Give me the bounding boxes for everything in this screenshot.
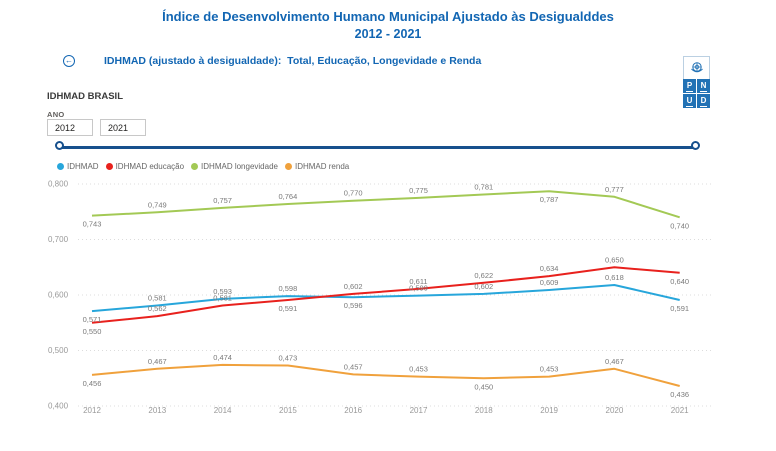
data-label-idhmad: 0,571	[83, 315, 102, 324]
data-label-idhmad: 0,591	[670, 304, 689, 313]
y-axis-tick-label: 0,600	[48, 291, 69, 300]
y-axis-tick-label: 0,400	[48, 402, 69, 411]
pnud-letter-n: N	[697, 79, 710, 93]
data-label-idhmad-longevidade: 0,757	[213, 196, 232, 205]
pnud-letter-p: P	[683, 79, 696, 93]
data-label-idhmad-longevidade: 0,764	[279, 192, 298, 201]
data-label-idhmad: 0,609	[540, 278, 559, 287]
subheader-text: IDHMAD (ajustado à desigualdade): Total,…	[104, 55, 482, 67]
legend-label: IDHMAD educação	[115, 162, 185, 171]
y-axis-tick-label: 0,700	[48, 235, 69, 244]
data-label-idhmad-renda: 0,467	[605, 357, 624, 366]
legend-item-idhmad-renda[interactable]: IDHMAD renda	[284, 162, 350, 171]
legend-dot-icon	[105, 163, 113, 170]
pnud-letter-u: U	[683, 94, 696, 108]
page-title-line1: Índice de Desenvolvimento Humano Municip…	[162, 9, 614, 24]
data-label-idhmad-educação: 0,640	[670, 277, 689, 286]
data-label-idhmad-educação: 0,611	[409, 277, 427, 286]
data-label-idhmad-longevidade: 0,770	[344, 189, 363, 198]
data-label-idhmad-longevidade: 0,777	[605, 185, 624, 194]
legend-label: IDHMAD	[67, 162, 99, 171]
line-series-idhmad-educação[interactable]	[91, 266, 680, 324]
legend-dot-icon	[57, 163, 64, 170]
data-label-idhmad-educação: 0,581	[213, 294, 232, 303]
x-axis-tick-label: 2014	[214, 406, 232, 415]
x-axis-tick-label: 2012	[83, 406, 101, 415]
x-axis-tick-label: 2019	[540, 406, 558, 415]
legend-item-idhmad-educação[interactable]: IDHMAD educação	[105, 162, 185, 171]
pnud-logo: P N U D	[683, 56, 710, 108]
legend-item-idhmad-longevidade[interactable]: IDHMAD longevidade	[191, 162, 278, 171]
data-label-idhmad-renda: 0,457	[344, 362, 363, 371]
year-range-slider[interactable]	[60, 146, 697, 149]
legend-item-idhmad[interactable]: IDHMAD	[57, 162, 99, 171]
data-label-idhmad: 0,596	[344, 301, 363, 310]
data-label-idhmad-educação: 0,650	[605, 255, 624, 264]
data-label-idhmad-renda: 0,450	[474, 382, 493, 391]
data-label-idhmad: 0,618	[605, 273, 624, 282]
x-axis-tick-label: 2013	[148, 406, 166, 415]
x-axis-tick-label: 2016	[344, 406, 362, 415]
pnud-letter-d: D	[697, 94, 710, 108]
back-arrow-icon: ←	[65, 56, 73, 65]
data-label-idhmad-educação: 0,591	[279, 304, 298, 313]
data-label-idhmad-renda: 0,474	[213, 353, 232, 362]
back-button[interactable]: ←	[63, 55, 75, 67]
y-axis-tick-label: 0,500	[48, 346, 69, 355]
data-label-idhmad-renda: 0,456	[83, 379, 102, 388]
data-label-idhmad: 0,593	[213, 287, 232, 296]
year-slicer-label: ANO	[47, 110, 65, 119]
slider-handle-left[interactable]	[55, 141, 64, 150]
year-from-input[interactable]	[47, 119, 93, 136]
legend-dot-icon	[191, 163, 199, 170]
data-label-idhmad-renda: 0,473	[279, 353, 298, 362]
data-label-idhmad-renda: 0,453	[409, 365, 428, 374]
data-label-idhmad: 0,581	[148, 294, 167, 303]
legend-label: IDHMAD longevidade	[201, 162, 278, 171]
pnud-letters: P N U D	[683, 79, 710, 108]
data-label-idhmad: 0,598	[279, 284, 298, 293]
y-axis-tick-label: 0,800	[48, 180, 69, 189]
legend-dot-icon	[284, 163, 292, 170]
x-axis-tick-label: 2017	[410, 406, 428, 415]
line-series-idhmad[interactable]	[91, 284, 680, 313]
data-label-idhmad-educação: 0,550	[83, 327, 102, 336]
data-label-idhmad-longevidade: 0,781	[474, 183, 493, 192]
page-title-line2: 2012 - 2021	[354, 27, 422, 41]
x-axis-tick-label: 2020	[606, 406, 624, 415]
page-title: Índice de Desenvolvimento Humano Municip…	[0, 9, 776, 41]
x-axis-tick-label: 2018	[475, 406, 493, 415]
un-emblem-icon	[683, 56, 710, 79]
data-label-idhmad-longevidade: 0,749	[148, 200, 167, 209]
chart-legend: IDHMAD IDHMAD educação IDHMAD longevidade I…	[57, 162, 356, 171]
data-label-idhmad-educação: 0,634	[540, 264, 559, 273]
data-label-idhmad-educação: 0,602	[344, 282, 363, 291]
data-label-idhmad-longevidade: 0,775	[409, 186, 428, 195]
data-label-idhmad-longevidade: 0,740	[670, 221, 689, 230]
data-label-idhmad-longevidade: 0,743	[83, 220, 102, 229]
data-label-idhmad-renda: 0,436	[670, 390, 689, 399]
data-label-idhmad-educação: 0,622	[474, 271, 493, 280]
visual-title: IDHMAD BRASIL	[47, 91, 123, 102]
data-label-idhmad-longevidade: 0,787	[540, 195, 559, 204]
data-label-idhmad-educação: 0,562	[148, 304, 167, 313]
slider-handle-right[interactable]	[691, 141, 700, 150]
line-series-idhmad-renda[interactable]	[91, 363, 680, 387]
x-axis-tick-label: 2015	[279, 406, 297, 415]
subheader: ← IDHMAD (ajustado à desigualdade): Tota…	[63, 55, 481, 67]
data-label-idhmad-renda: 0,467	[148, 357, 167, 366]
legend-label: IDHMAD renda	[294, 162, 350, 171]
data-label-idhmad: 0,599	[409, 284, 428, 293]
year-to-input[interactable]	[100, 119, 146, 136]
x-axis-tick-label: 2021	[671, 406, 689, 415]
data-label-idhmad: 0,602	[474, 282, 493, 291]
data-label-idhmad-renda: 0,453	[540, 365, 559, 374]
line-series-idhmad-longevidade[interactable]	[91, 190, 680, 219]
